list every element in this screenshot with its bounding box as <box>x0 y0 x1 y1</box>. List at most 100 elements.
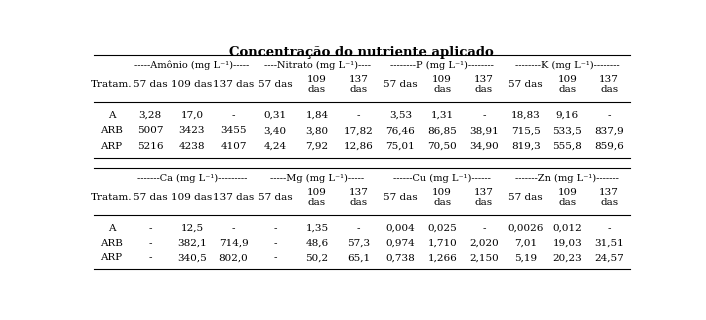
Text: 12,5: 12,5 <box>180 224 203 233</box>
Text: 137
das: 137 das <box>349 75 369 94</box>
Text: -: - <box>232 111 235 120</box>
Text: 48,6: 48,6 <box>306 239 328 248</box>
Text: -: - <box>148 224 152 233</box>
Text: 109
das: 109 das <box>432 75 452 94</box>
Text: 802,0: 802,0 <box>219 253 249 262</box>
Text: 57 das: 57 das <box>383 80 418 89</box>
Text: 837,9: 837,9 <box>594 126 624 135</box>
Text: 382,1: 382,1 <box>177 239 207 248</box>
Text: 57 das: 57 das <box>383 193 418 202</box>
Text: 1,31: 1,31 <box>431 111 454 120</box>
Text: --------P (mg L⁻¹)--------: --------P (mg L⁻¹)-------- <box>390 61 494 70</box>
Text: 137
das: 137 das <box>474 188 493 207</box>
Text: 137 das: 137 das <box>213 193 254 202</box>
Text: 0,004: 0,004 <box>385 224 415 233</box>
Text: 109
das: 109 das <box>307 188 327 207</box>
Text: 70,50: 70,50 <box>427 142 457 151</box>
Text: 3,40: 3,40 <box>264 126 287 135</box>
Text: 5216: 5216 <box>137 142 163 151</box>
Text: 4238: 4238 <box>179 142 205 151</box>
Text: ARP: ARP <box>100 142 123 151</box>
Text: 109
das: 109 das <box>558 188 578 207</box>
Text: 57 das: 57 das <box>508 80 543 89</box>
Text: 50,2: 50,2 <box>306 253 328 262</box>
Text: 0,012: 0,012 <box>553 224 582 233</box>
Text: 3423: 3423 <box>179 126 205 135</box>
Text: -: - <box>148 239 152 248</box>
Text: -: - <box>607 111 611 120</box>
Text: -: - <box>273 253 277 262</box>
Text: 34,90: 34,90 <box>469 142 498 151</box>
Text: 137 das: 137 das <box>213 80 254 89</box>
Text: 0,738: 0,738 <box>385 253 415 262</box>
Text: ARB: ARB <box>100 126 123 135</box>
Text: -: - <box>482 111 486 120</box>
Text: 137
das: 137 das <box>599 188 619 207</box>
Text: 4,24: 4,24 <box>264 142 287 151</box>
Text: 57,3: 57,3 <box>347 239 371 248</box>
Text: -: - <box>357 224 361 233</box>
Text: 57 das: 57 das <box>133 80 167 89</box>
Text: 109
das: 109 das <box>432 188 452 207</box>
Text: 12,86: 12,86 <box>344 142 373 151</box>
Text: 137
das: 137 das <box>349 188 369 207</box>
Text: 137
das: 137 das <box>599 75 619 94</box>
Text: -: - <box>482 224 486 233</box>
Text: 109
das: 109 das <box>558 75 578 94</box>
Text: 19,03: 19,03 <box>553 239 582 248</box>
Text: 57 das: 57 das <box>258 80 292 89</box>
Text: 0,0026: 0,0026 <box>508 224 544 233</box>
Text: Concentração do nutriente aplicado: Concentração do nutriente aplicado <box>229 46 494 59</box>
Text: 86,85: 86,85 <box>427 126 457 135</box>
Text: 7,92: 7,92 <box>306 142 328 151</box>
Text: 20,23: 20,23 <box>553 253 582 262</box>
Text: -----Amônio (mg L⁻¹)-----: -----Amônio (mg L⁻¹)----- <box>134 60 249 70</box>
Text: 3,80: 3,80 <box>306 126 328 135</box>
Text: 109 das: 109 das <box>172 80 213 89</box>
Text: 340,5: 340,5 <box>177 253 207 262</box>
Text: 17,0: 17,0 <box>180 111 203 120</box>
Text: -: - <box>148 253 152 262</box>
Text: 3,53: 3,53 <box>389 111 412 120</box>
Text: 2,150: 2,150 <box>469 253 498 262</box>
Text: 109 das: 109 das <box>172 193 213 202</box>
Text: -------Zn (mg L⁻¹)-------: -------Zn (mg L⁻¹)------- <box>515 174 619 183</box>
Text: -: - <box>273 224 277 233</box>
Text: 819,3: 819,3 <box>510 142 541 151</box>
Text: 3,28: 3,28 <box>138 111 162 120</box>
Text: 0,31: 0,31 <box>264 111 287 120</box>
Text: 0,974: 0,974 <box>385 239 415 248</box>
Text: 0,025: 0,025 <box>427 224 457 233</box>
Text: 57 das: 57 das <box>133 193 167 202</box>
Text: 533,5: 533,5 <box>553 126 582 135</box>
Text: 1,84: 1,84 <box>306 111 328 120</box>
Text: 17,82: 17,82 <box>344 126 373 135</box>
Text: 4107: 4107 <box>220 142 247 151</box>
Text: 31,51: 31,51 <box>594 239 624 248</box>
Text: 18,83: 18,83 <box>510 111 541 120</box>
Text: 109
das: 109 das <box>307 75 327 94</box>
Text: 5007: 5007 <box>137 126 163 135</box>
Text: 75,01: 75,01 <box>385 142 415 151</box>
Text: 137
das: 137 das <box>474 75 493 94</box>
Text: --------K (mg L⁻¹)--------: --------K (mg L⁻¹)-------- <box>515 61 620 70</box>
Text: 1,35: 1,35 <box>306 224 328 233</box>
Text: -: - <box>273 239 277 248</box>
Text: 5,19: 5,19 <box>514 253 537 262</box>
Text: 1,266: 1,266 <box>427 253 457 262</box>
Text: 38,91: 38,91 <box>469 126 498 135</box>
Text: Tratam.: Tratam. <box>91 80 132 89</box>
Text: 57 das: 57 das <box>258 193 292 202</box>
Text: 555,8: 555,8 <box>553 142 582 151</box>
Text: A: A <box>108 111 115 120</box>
Text: 24,57: 24,57 <box>594 253 624 262</box>
Text: Tratam.: Tratam. <box>91 193 132 202</box>
Text: 7,01: 7,01 <box>514 239 537 248</box>
Text: 2,020: 2,020 <box>469 239 498 248</box>
Text: ARB: ARB <box>100 239 123 248</box>
Text: ------Cu (mg L⁻¹)------: ------Cu (mg L⁻¹)------ <box>393 174 491 183</box>
Text: 715,5: 715,5 <box>510 126 541 135</box>
Text: 9,16: 9,16 <box>556 111 579 120</box>
Text: 1,710: 1,710 <box>427 239 457 248</box>
Text: ARP: ARP <box>100 253 123 262</box>
